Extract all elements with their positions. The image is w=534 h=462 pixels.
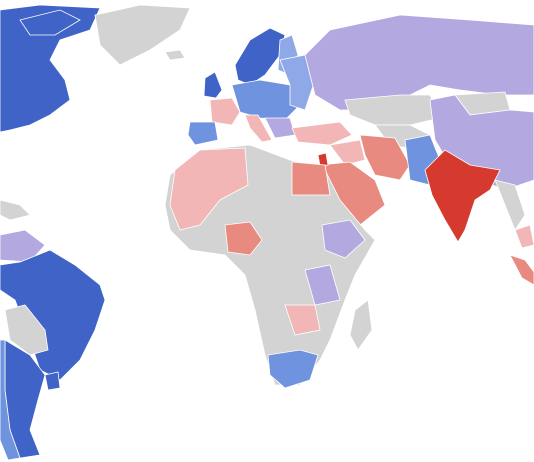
central-europe [231, 79, 301, 121]
caribbean [0, 199, 31, 221]
iceland [164, 49, 186, 61]
venezuela [0, 229, 46, 263]
greenland [94, 4, 191, 66]
levant [317, 152, 329, 167]
canada [0, 4, 101, 133]
kazakhstan [344, 94, 441, 126]
malaysia [514, 224, 534, 249]
canada-islands [19, 9, 81, 36]
india [424, 149, 501, 243]
nigeria [224, 221, 263, 256]
kenya-tanzania [304, 264, 341, 306]
central-south-africa [284, 304, 321, 336]
italy [244, 114, 273, 143]
brazil [0, 249, 106, 381]
iran [359, 134, 411, 181]
uruguay [44, 371, 61, 391]
egypt [291, 161, 331, 196]
bolivia [4, 304, 49, 356]
chile [0, 339, 21, 461]
turkey [291, 121, 353, 146]
madagascar [349, 299, 373, 351]
indonesia [509, 254, 534, 286]
iraq-syria [329, 139, 366, 166]
spain [187, 121, 219, 146]
france [209, 97, 241, 126]
north-west-africa [169, 147, 249, 231]
russia [304, 14, 534, 111]
south-africa [267, 349, 319, 389]
southeast-asia [494, 179, 526, 231]
ethiopia [321, 219, 366, 259]
uk [203, 71, 223, 99]
